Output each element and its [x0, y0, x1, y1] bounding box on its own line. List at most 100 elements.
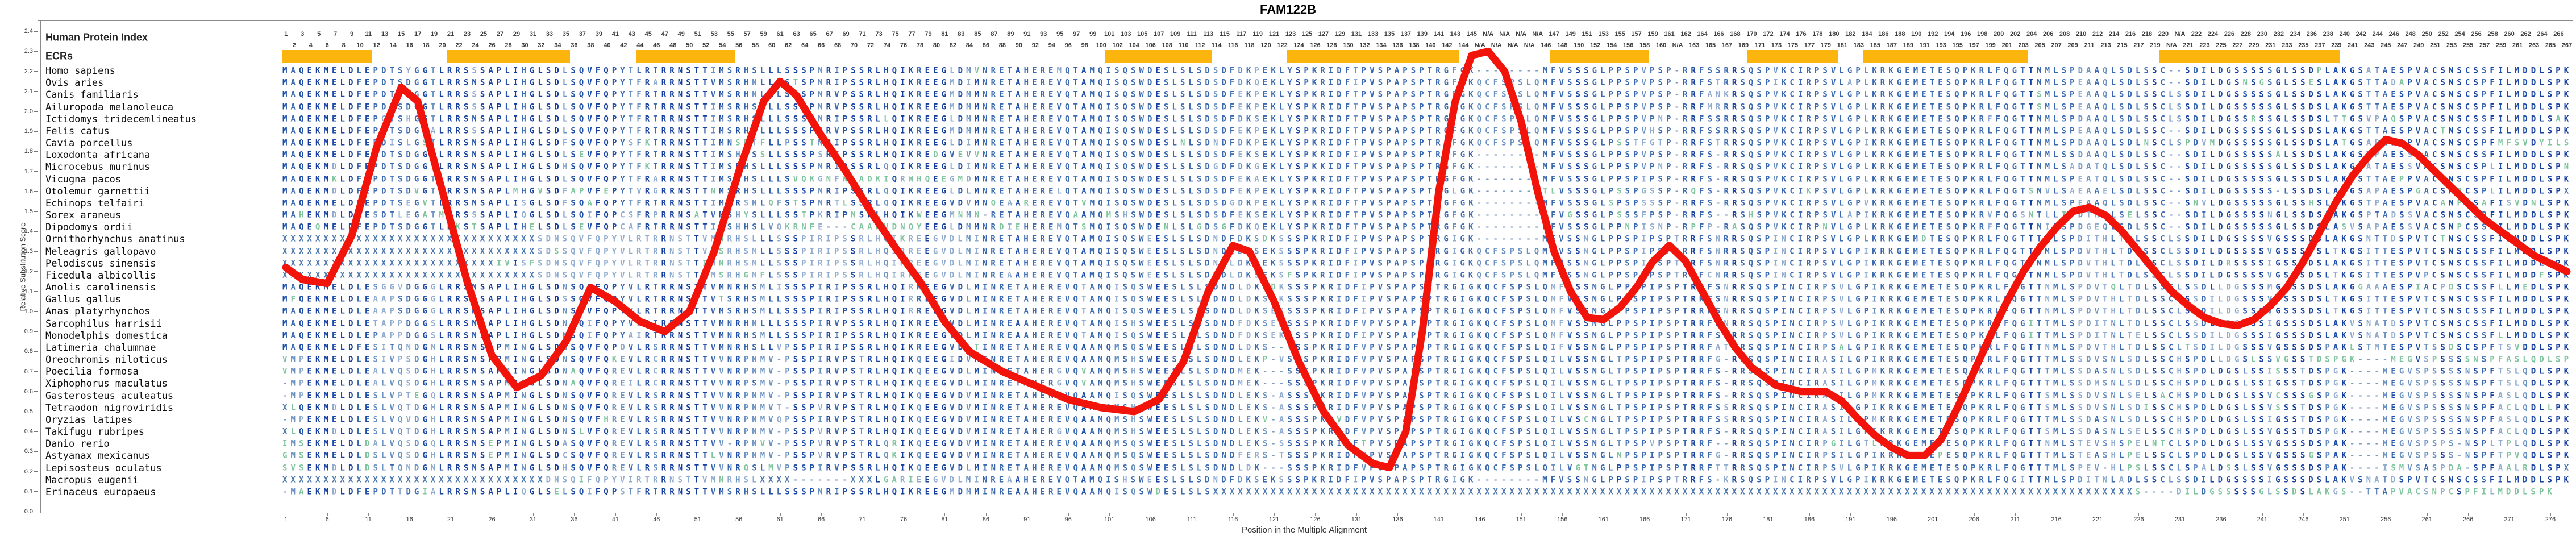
residue-run: PVSPAPSPTRGIGKQCFSPSLQ: [1370, 439, 1551, 448]
index-label-bottom: 213: [2100, 42, 2111, 49]
residue-run: S: [727, 186, 736, 196]
residue-run: T: [2028, 367, 2037, 376]
species-name: Meleagris gallopavo: [45, 246, 156, 257]
residue-run: P: [611, 331, 621, 340]
residue-run: T: [2127, 343, 2136, 352]
residue-run: GS: [2350, 186, 2366, 196]
residue-run: SAP: [480, 198, 505, 208]
residue-run: I: [1839, 367, 1847, 376]
residue-run: SW: [1139, 319, 1156, 329]
residue-run: A: [1081, 391, 1090, 401]
residue-run: I: [900, 379, 909, 389]
residue-run: K: [2341, 150, 2350, 160]
index-label-bottom: 26: [488, 42, 496, 49]
residue-run: LD: [340, 391, 357, 401]
residue-run: F: [356, 90, 365, 100]
index-label-top: 166: [1713, 31, 1724, 38]
residue-run: M: [505, 391, 513, 401]
residue-run: SAP: [480, 415, 505, 425]
residue-run: K: [1254, 403, 1263, 413]
residue-run: ILMD: [2498, 294, 2531, 304]
residue-run: FQ: [595, 307, 612, 317]
residue-run: S: [2184, 271, 2194, 280]
residue-run: KRKGEMETESQPKRLFQGT: [1872, 150, 2029, 160]
index-label-bottom: 219: [2150, 42, 2161, 49]
residue-run: T: [653, 90, 661, 100]
residue-run: T: [2037, 379, 2045, 389]
index-label-top: N/A: [1532, 31, 1543, 38]
index-label-bottom: 82: [949, 42, 957, 49]
residue-run: T: [2374, 247, 2383, 256]
residue-run: A: [1016, 126, 1024, 136]
residue-run: VL: [628, 463, 645, 473]
residue-run: T: [2028, 355, 2037, 364]
residue-run: N: [2448, 186, 2457, 196]
residue-run: R: [1732, 343, 1741, 352]
residue-run: L: [2284, 198, 2292, 208]
residue-run: A: [290, 114, 299, 124]
residue-run: INRETAHEREVQ: [983, 391, 1081, 401]
residue-run: A: [562, 439, 571, 448]
residue-run: E: [933, 175, 942, 184]
residue-run: S: [2481, 319, 2490, 329]
residue-run: PVSPAPSPTRG: [1361, 90, 1453, 100]
sequence-row: SVSEKMDLDLDSLTQNDGNLRRSNSAPMINGLSDHSQVFQ…: [282, 463, 2572, 472]
residue-run: S: [2045, 427, 2054, 437]
residue-run: P: [842, 163, 851, 172]
residue-run: SQSP: [1740, 138, 1774, 148]
residue-run: E: [331, 66, 340, 76]
residue-run: R: [735, 90, 744, 100]
residue-run: S: [1295, 90, 1304, 100]
residue-run: PSPIPSPT: [1625, 343, 1691, 352]
index-label-bottom: 261: [2512, 42, 2523, 49]
residue-run: D: [958, 439, 967, 448]
residue-run: M: [1114, 427, 1123, 437]
residue-run: M: [974, 114, 983, 124]
residue-run: S: [1122, 439, 1131, 448]
residue-run: NRET: [983, 150, 1016, 160]
residue-run: T: [1353, 66, 1362, 76]
residue-run: DG: [2218, 186, 2235, 196]
residue-run: I: [834, 66, 843, 76]
sequence-row: MAHEKMDLDLESDTLEGATMKRSSSAPLIQGLSDLSQIFQ…: [282, 211, 2572, 220]
residue-run: SQSP: [1740, 114, 1774, 124]
residue-run: GLP: [1592, 235, 1617, 244]
residue-run: M: [2209, 138, 2219, 148]
residue-run: S: [2151, 331, 2161, 340]
residue-run: Q: [1254, 222, 1263, 232]
residue-run: M: [282, 66, 291, 76]
residue-run: PVSPAPSPTRG: [1361, 102, 1453, 112]
residue-run: D: [2531, 138, 2540, 148]
residue-run: V: [818, 439, 826, 448]
residue-run: HSL: [743, 186, 769, 196]
residue-run: S: [2473, 427, 2482, 437]
residue-run: PV: [2407, 175, 2424, 184]
residue-run: S: [1617, 138, 1625, 148]
residue-run: MFVS: [1542, 138, 1576, 148]
index-label-bottom: 165: [1705, 42, 1716, 49]
residue-run: M: [2267, 283, 2276, 292]
residue-run: S: [1122, 403, 1131, 413]
residue-run: A: [1016, 186, 1024, 196]
residue-run: F: [1238, 451, 1246, 461]
residue-run: EKLY: [1262, 198, 1296, 208]
residue-run: M: [2382, 403, 2391, 413]
residue-run: M: [505, 343, 513, 352]
index-label-bottom: 94: [1048, 42, 1055, 49]
residue-run: P: [496, 439, 505, 448]
y-tick-label: 0.4: [24, 428, 33, 435]
residue-run: EKM: [307, 126, 332, 136]
residue-run: IL: [1551, 427, 1568, 437]
residue-run: S: [406, 379, 414, 389]
residue-run: TS: [710, 247, 727, 256]
residue-run: SP: [1625, 102, 1642, 112]
residue-run: GLP: [1592, 210, 1617, 220]
y-tick-mark: [34, 351, 38, 352]
residue-run: RFS: [1699, 379, 1724, 389]
residue-run: KRKGEMETESQPKRLFQGT: [1872, 247, 2029, 256]
residue-run: C: [2160, 186, 2169, 196]
residue-run: KRKGEMETESQPKRLFQGT: [1872, 271, 2029, 280]
residue-run: Q: [1130, 283, 1139, 292]
residue-run: R: [644, 463, 654, 473]
residue-run: LS: [2168, 90, 2185, 100]
